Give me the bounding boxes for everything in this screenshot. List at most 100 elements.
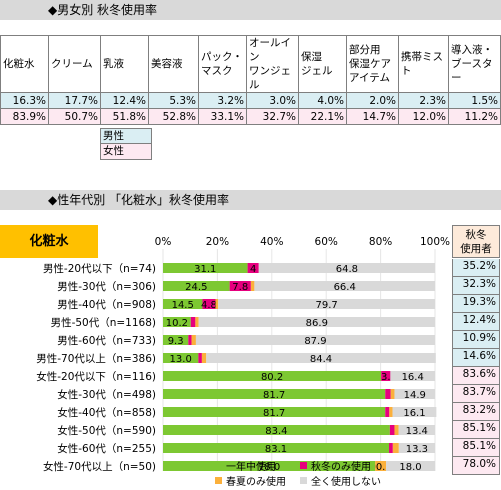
category-label: 女性-60代（n=255) bbox=[57, 442, 156, 455]
legend-male: 男性 bbox=[100, 128, 152, 144]
category-label: 女性-30代（n=498) bbox=[57, 388, 156, 401]
category-label: 男性-70代以上（n=386) bbox=[36, 352, 156, 365]
data-label: 81.7 bbox=[263, 390, 285, 401]
male-rate-cell: 1.5% bbox=[448, 92, 501, 109]
chart-label: 化粧水 bbox=[0, 225, 98, 258]
female-rate-cell: 51.8% bbox=[100, 108, 149, 125]
bar-segment bbox=[258, 263, 435, 273]
female-rate-cell: 83.9% bbox=[0, 108, 49, 125]
female-rate-cell: 32.7% bbox=[246, 108, 299, 125]
x-tick-label: 100% bbox=[420, 236, 450, 248]
legend-label: 全く使用しない bbox=[311, 475, 381, 488]
bar-segment bbox=[163, 335, 189, 345]
bar-segment bbox=[392, 407, 437, 417]
data-label: 13.4 bbox=[406, 426, 428, 437]
rate-cell: 35.2% bbox=[452, 259, 500, 277]
bar-segment bbox=[385, 407, 390, 417]
bar-segment bbox=[385, 389, 391, 399]
section-title-age: ◆性年代別 「化粧水」秋冬使用率 bbox=[0, 190, 501, 210]
rate-cell: 10.9% bbox=[452, 331, 500, 349]
category-label: 男性-30代（n=306) bbox=[57, 280, 156, 293]
data-label: 66.4 bbox=[334, 282, 356, 293]
bar-segment bbox=[163, 461, 376, 471]
table-header-cell: オールイン ワンジェル bbox=[246, 35, 299, 93]
female-rate-cell: 22.1% bbox=[298, 108, 347, 125]
bar-segment bbox=[398, 443, 435, 453]
female-rate-cell: 52.8% bbox=[148, 108, 199, 125]
female-rate-cell: 12.0% bbox=[398, 108, 449, 125]
bar-segment bbox=[195, 335, 435, 345]
data-label: 18.0 bbox=[399, 462, 421, 473]
bar-segment bbox=[389, 407, 393, 417]
table-header-cell: 保湿 ジェル bbox=[298, 35, 347, 93]
bar-segment bbox=[247, 263, 259, 273]
female-rate-cell: 50.7% bbox=[48, 108, 101, 125]
x-tick-label: 60% bbox=[315, 236, 338, 248]
female-rate-cell: 14.7% bbox=[346, 108, 399, 125]
bar-segment bbox=[390, 371, 435, 381]
bar-segment bbox=[394, 389, 435, 399]
rate-cell: 78.0% bbox=[452, 457, 500, 475]
data-label: 0. bbox=[376, 462, 386, 473]
bar-segment bbox=[375, 461, 387, 471]
table-header-cell: 部分用 保湿ケア アイテム bbox=[346, 35, 399, 93]
bar-segment bbox=[389, 443, 393, 453]
rate-cell: 19.3% bbox=[452, 295, 500, 313]
rate-cell: 83.7% bbox=[452, 385, 500, 403]
data-label: 78.0 bbox=[258, 462, 280, 473]
bar-segment bbox=[191, 335, 196, 345]
bar-segment bbox=[163, 263, 248, 273]
bar-segment bbox=[381, 371, 391, 381]
data-label: 16.1 bbox=[403, 408, 425, 419]
male-rate-cell: 16.3% bbox=[0, 92, 49, 109]
category-label: 女性-50代（n=590) bbox=[57, 424, 156, 437]
data-label: 83.1 bbox=[265, 444, 287, 455]
legend-swatch bbox=[215, 477, 222, 484]
table-header-cell: 乳液 bbox=[100, 35, 149, 93]
bar-segment bbox=[389, 425, 395, 435]
female-rate-cell: 33.1% bbox=[198, 108, 247, 125]
bar-segment bbox=[163, 425, 390, 435]
rate-cell: 32.3% bbox=[452, 277, 500, 295]
bar-segment bbox=[398, 425, 435, 435]
data-label: 7.8 bbox=[232, 282, 248, 293]
legend-label: 一年中使用 bbox=[226, 460, 276, 473]
bar-segment bbox=[163, 389, 386, 399]
legend-swatch bbox=[215, 462, 222, 469]
table-header-cell: パック・ マスク bbox=[198, 35, 247, 93]
bar-segment bbox=[206, 353, 436, 363]
bar-segment bbox=[163, 407, 386, 417]
stacked-bar-chart: 0% 20% 40% 60% 80% 100% 男性-20代以下（n=74) 31.1 4 64.… bbox=[36, 236, 450, 488]
bar-segment bbox=[394, 425, 399, 435]
bar-segment bbox=[250, 281, 255, 291]
data-label: 83.4 bbox=[265, 426, 287, 437]
bar-segment bbox=[198, 317, 435, 327]
x-tick-label: 80% bbox=[369, 236, 392, 248]
data-label: 4.8 bbox=[201, 300, 217, 311]
legend-swatch bbox=[300, 477, 307, 484]
category-label: 女性-70代以上（n=50) bbox=[43, 460, 156, 473]
bar-segment bbox=[163, 443, 390, 453]
data-label: 79.7 bbox=[315, 300, 337, 311]
x-tick-label: 0% bbox=[155, 236, 172, 248]
category-label: 女性-40代（n=858) bbox=[57, 406, 156, 419]
x-tick-label: 40% bbox=[260, 236, 283, 248]
male-rate-cell: 12.4% bbox=[100, 92, 149, 109]
data-label: 13.3 bbox=[406, 444, 428, 455]
male-rate-cell: 2.3% bbox=[398, 92, 449, 109]
bar-segment bbox=[198, 353, 202, 363]
table-header-cell: クリーム bbox=[48, 35, 101, 93]
bar-segment bbox=[254, 281, 435, 291]
section-title-gender: ◆男女別 秋冬使用率 bbox=[0, 0, 501, 20]
category-label: 男性-60代（n=733) bbox=[57, 334, 156, 347]
rate-cell: 14.6% bbox=[452, 349, 500, 367]
category-label: 男性-50代（n=1168) bbox=[51, 316, 156, 329]
data-label: 24.5 bbox=[185, 282, 207, 293]
data-label: 4 bbox=[250, 264, 256, 275]
data-label: 14.9 bbox=[404, 390, 426, 401]
female-rate-cell: 11.2% bbox=[448, 108, 501, 125]
male-rate-cell: 2.0% bbox=[346, 92, 399, 109]
rate-header: 秋冬 使用者 bbox=[452, 225, 500, 258]
data-label: 87.9 bbox=[304, 336, 326, 347]
rate-cell: 85.1% bbox=[452, 421, 500, 439]
